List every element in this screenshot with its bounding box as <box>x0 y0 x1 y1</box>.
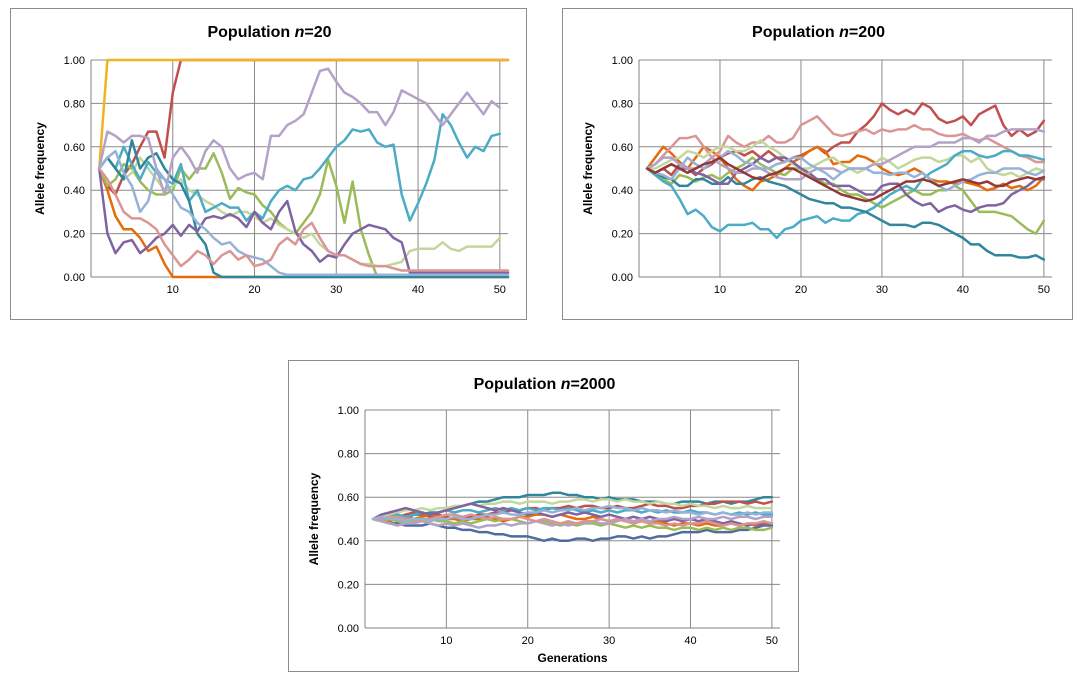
series-line-11 <box>645 156 1046 203</box>
series-line-3 <box>371 500 774 521</box>
chart-panel-n2000: Population n=2000 0.00 0.20 0.40 0.60 0.80 1.0… <box>288 360 799 672</box>
series-line-10 <box>97 149 510 277</box>
x-tick-label: 20 <box>795 284 807 296</box>
chart-n2000-svg: Population n=2000 0.00 0.20 0.40 0.60 0.80 1.0… <box>307 376 780 665</box>
chart-title-text: Population <box>474 376 561 393</box>
y-tick-label: 0.20 <box>612 229 633 241</box>
y-tick-label: 0.60 <box>612 142 633 154</box>
x-tick-label: 20 <box>248 284 260 296</box>
series-line-9 <box>97 67 502 196</box>
series-line-4 <box>97 152 510 279</box>
series-line-9 <box>371 515 774 529</box>
series-line-5 <box>645 139 1046 179</box>
y-tick-label: 1.00 <box>612 55 633 67</box>
chart-title-value: =20 <box>304 24 331 41</box>
series-line-11 <box>371 504 774 523</box>
chart-panel-n20: Population n=20 0.00 0.20 0.40 0.60 0.80 1.00 1… <box>10 8 527 320</box>
series-line-3 <box>97 58 510 170</box>
chart-title-text: Population <box>207 24 294 41</box>
chart-title-text: Population <box>752 24 839 41</box>
series-line-8 <box>97 167 510 274</box>
chart-title-value: =200 <box>849 24 885 41</box>
y-tick-label: 1.00 <box>338 405 359 417</box>
y-tick-label: 1.00 <box>64 55 85 67</box>
series-line-6 <box>97 113 502 222</box>
x-tick-label: 50 <box>494 284 506 296</box>
chart-n200-svg: Population n=200 0.00 0.20 0.40 0.60 0.80 1.00… <box>581 24 1052 296</box>
y-tick-label: 0.20 <box>64 229 85 241</box>
chart-title-variable: n <box>295 24 305 41</box>
series-line-2 <box>645 145 1046 192</box>
y-tick-label: 0.40 <box>612 185 633 197</box>
series-line-7 <box>645 167 1046 261</box>
y-axis-label: Allele frequency <box>581 122 595 215</box>
series-line-11 <box>97 167 510 272</box>
x-tick-label: 40 <box>957 284 969 296</box>
x-axis-label: Generations <box>537 651 607 665</box>
y-tick-label: 0.00 <box>338 623 359 635</box>
chart-title-variable: n <box>561 376 571 393</box>
x-tick-label: 50 <box>1038 284 1050 296</box>
chart-title-variable: n <box>839 24 849 41</box>
y-tick-label: 0.00 <box>64 272 85 284</box>
chart-title-value: =2000 <box>570 376 615 393</box>
series-line-4 <box>645 156 1046 235</box>
y-axis-label: Allele frequency <box>33 122 47 215</box>
series-line-1 <box>645 102 1046 177</box>
series-line-6 <box>371 498 774 521</box>
x-tick-label: 30 <box>330 284 342 296</box>
x-tick-label: 30 <box>603 635 615 647</box>
y-tick-label: 0.80 <box>612 98 633 110</box>
x-tick-label: 40 <box>684 635 696 647</box>
chart-title-n2000: Population n=2000 <box>474 376 616 393</box>
x-tick-label: 10 <box>167 284 179 296</box>
y-axis-label: Allele frequency <box>307 472 321 565</box>
series-line-3 <box>645 115 1046 170</box>
y-tick-label: 0.00 <box>612 272 633 284</box>
x-tick-label: 30 <box>876 284 888 296</box>
y-tick-label: 0.40 <box>64 185 85 197</box>
x-tick-label: 20 <box>522 635 534 647</box>
chart-n20-svg: Population n=20 0.00 0.20 0.40 0.60 0.80 1.00 1… <box>33 24 510 296</box>
x-tick-label: 40 <box>412 284 424 296</box>
y-tick-label: 0.80 <box>338 449 359 461</box>
chart-title-n200: Population n=200 <box>752 24 885 41</box>
y-tick-label: 0.40 <box>338 536 359 548</box>
series-line-10 <box>371 513 774 527</box>
y-tick-label: 0.20 <box>338 579 359 591</box>
y-tick-label: 0.80 <box>64 98 85 110</box>
chart-panel-n200: Population n=200 0.00 0.20 0.40 0.60 0.80 1.00… <box>562 8 1073 320</box>
y-tick-label: 0.60 <box>338 492 359 504</box>
series-line-7 <box>97 139 510 279</box>
x-tick-label: 10 <box>714 284 726 296</box>
x-tick-label: 10 <box>440 635 452 647</box>
chart-title-n20: Population n=20 <box>207 24 331 41</box>
x-tick-label: 50 <box>766 635 778 647</box>
series-line-6 <box>645 149 1046 240</box>
y-tick-label: 0.60 <box>64 142 85 154</box>
series-line-8 <box>645 156 1046 214</box>
